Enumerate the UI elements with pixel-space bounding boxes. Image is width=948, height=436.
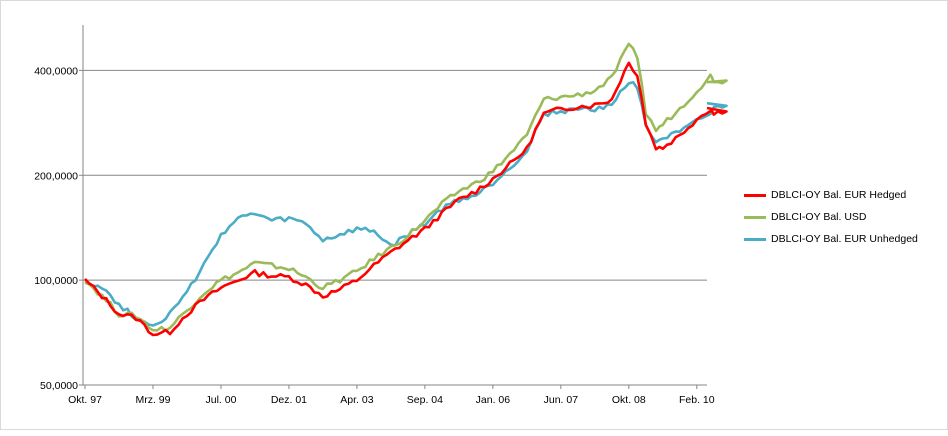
legend-swatch-eur-hedged bbox=[744, 193, 766, 197]
legend-item-eur-unhedged: DBLCI-OY Bal. EUR Unhedged bbox=[744, 228, 918, 250]
axes bbox=[82, 25, 707, 386]
gridlines bbox=[83, 69, 707, 281]
x-tick-label: Okt. 08 bbox=[612, 394, 646, 406]
x-tick-label: Jul. 00 bbox=[205, 394, 236, 406]
y-tick-label: 100,0000 bbox=[34, 275, 78, 287]
legend-label-eur-hedged: DBLCI-OY Bal. EUR Hedged bbox=[771, 189, 907, 201]
x-tick-label: Dez. 01 bbox=[271, 394, 307, 406]
y-tick-label: 400,0000 bbox=[34, 65, 78, 77]
x-tick-label: Mrz. 99 bbox=[135, 394, 170, 406]
x-tick-label: Apr. 03 bbox=[340, 394, 373, 406]
x-tick-label: Feb. 10 bbox=[679, 394, 715, 406]
series-lines bbox=[84, 42, 728, 337]
x-tick-label: Jan. 06 bbox=[476, 394, 511, 406]
legend: DBLCI-OY Bal. EUR Hedged DBLCI-OY Bal. U… bbox=[744, 184, 918, 250]
legend-label-usd: DBLCI-OY Bal. USD bbox=[771, 211, 867, 223]
legend-item-usd: DBLCI-OY Bal. USD bbox=[744, 206, 918, 228]
x-tick-label: Jun. 07 bbox=[544, 394, 579, 406]
x-tick-label: Sep. 04 bbox=[407, 394, 443, 406]
legend-swatch-eur-unhedged bbox=[744, 237, 766, 241]
y-tick-label: 200,0000 bbox=[34, 170, 78, 182]
x-tick-label: Okt. 97 bbox=[68, 394, 102, 406]
legend-swatch-usd bbox=[744, 215, 766, 219]
legend-label-eur-unhedged: DBLCI-OY Bal. EUR Unhedged bbox=[771, 233, 918, 245]
series-line-eur-unhedged bbox=[84, 80, 728, 327]
y-tick-labels: 50,0000 100,0000 200,0000 400,0000 bbox=[34, 65, 83, 392]
legend-item-eur-hedged: DBLCI-OY Bal. EUR Hedged bbox=[744, 184, 918, 206]
y-tick-label: 50,0000 bbox=[40, 380, 78, 392]
series-line-usd bbox=[84, 42, 728, 332]
x-tick-labels: Okt. 97 Mrz. 99 Jul. 00 Dez. 01 Apr. 03 Sep. … bbox=[68, 385, 715, 406]
series-line-eur-hedged bbox=[84, 61, 728, 337]
